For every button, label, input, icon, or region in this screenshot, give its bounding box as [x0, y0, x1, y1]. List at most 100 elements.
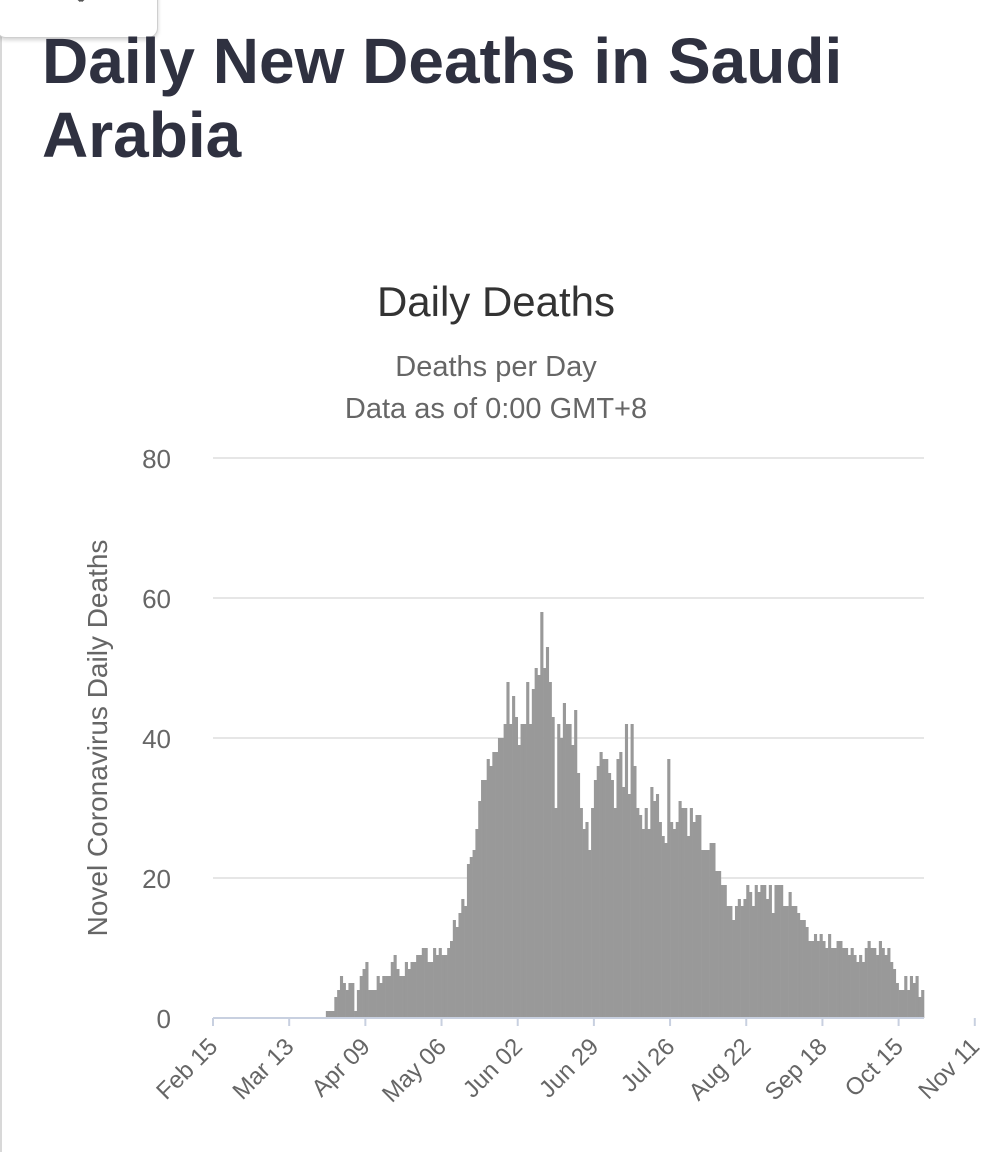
bar [450, 941, 454, 1018]
bar [610, 780, 614, 1018]
y-tick-labels: 0 20 40 60 80 [142, 444, 171, 1034]
x-tick-label: Aug 22 [684, 1033, 757, 1106]
bar [672, 829, 677, 1018]
bar [859, 955, 863, 1018]
bar [393, 955, 397, 1018]
bar [675, 822, 679, 1018]
bar [591, 808, 595, 1018]
bar [410, 962, 414, 1018]
bar [822, 941, 826, 1018]
bar [701, 850, 705, 1018]
bar [464, 906, 468, 1018]
bar [813, 934, 818, 1018]
bar [402, 976, 406, 1018]
bar [805, 927, 809, 1018]
bar [653, 801, 657, 1018]
bar [579, 808, 583, 1018]
bar [399, 976, 403, 1018]
bar [455, 927, 459, 1018]
bar [698, 815, 702, 1018]
bar [695, 815, 699, 1018]
bar [819, 934, 823, 1018]
bar [912, 983, 916, 1018]
bar [433, 948, 437, 1018]
bar [483, 780, 487, 1018]
bar [593, 780, 598, 1018]
bar [368, 990, 372, 1018]
bar [791, 906, 795, 1018]
bar [890, 962, 894, 1018]
bar [331, 1011, 335, 1018]
chart-title: Daily Deaths [377, 278, 615, 325]
bar [475, 829, 479, 1018]
bar [608, 773, 612, 1018]
bar [616, 759, 620, 1018]
bar [723, 885, 727, 1018]
bar [596, 766, 600, 1018]
bar [884, 955, 888, 1018]
bar [667, 759, 671, 1018]
bar [782, 906, 787, 1018]
x-tick-label: Dec 08 [988, 1033, 993, 1106]
bar [503, 724, 507, 1018]
bar [534, 668, 538, 1018]
bar [495, 752, 499, 1018]
bar [856, 962, 860, 1018]
chart-subtitle-line-2: Data as of 0:00 GMT+8 [345, 393, 647, 425]
bar [382, 976, 386, 1018]
bar [703, 850, 708, 1018]
bar [371, 990, 375, 1018]
bar [681, 808, 685, 1018]
bar [500, 738, 504, 1018]
bar [732, 920, 736, 1018]
bar [531, 689, 535, 1018]
bar [650, 787, 654, 1018]
bar [452, 920, 456, 1018]
bar [870, 948, 874, 1018]
bar [427, 962, 431, 1018]
bar [785, 906, 789, 1018]
bar [548, 682, 552, 1018]
x-tick-label: Oct 15 [840, 1033, 909, 1102]
bar [757, 892, 761, 1018]
close-tab[interactable] [0, 0, 158, 38]
bar-series [325, 612, 925, 1018]
bar [472, 850, 476, 1018]
bar [836, 941, 840, 1018]
bar [909, 976, 914, 1018]
bar [808, 941, 812, 1018]
bar [853, 955, 857, 1018]
bar [825, 948, 829, 1018]
bar [492, 752, 496, 1018]
bar [887, 948, 891, 1018]
bar [497, 738, 502, 1018]
bar [560, 738, 564, 1018]
bar [670, 822, 674, 1018]
bar [898, 990, 902, 1018]
bar [554, 808, 558, 1018]
bar [545, 647, 550, 1018]
bar [379, 983, 383, 1018]
bar [557, 724, 561, 1018]
bar [588, 850, 592, 1018]
bar [901, 990, 905, 1018]
bar [387, 976, 392, 1018]
bar [850, 948, 854, 1018]
y-tick-label: 0 [157, 1004, 171, 1034]
bar [641, 829, 645, 1018]
bar [715, 871, 719, 1018]
bar [842, 948, 846, 1018]
bar [788, 892, 792, 1018]
bar [458, 913, 462, 1018]
bar [430, 962, 434, 1018]
bar [740, 906, 744, 1018]
x-tick-label: Jun 02 [458, 1033, 528, 1103]
bar [540, 612, 544, 1018]
bar [576, 773, 581, 1018]
bar [585, 822, 589, 1018]
bar [486, 759, 490, 1018]
y-tick-label: 40 [142, 724, 171, 754]
bar [760, 885, 764, 1018]
bar [873, 948, 877, 1018]
